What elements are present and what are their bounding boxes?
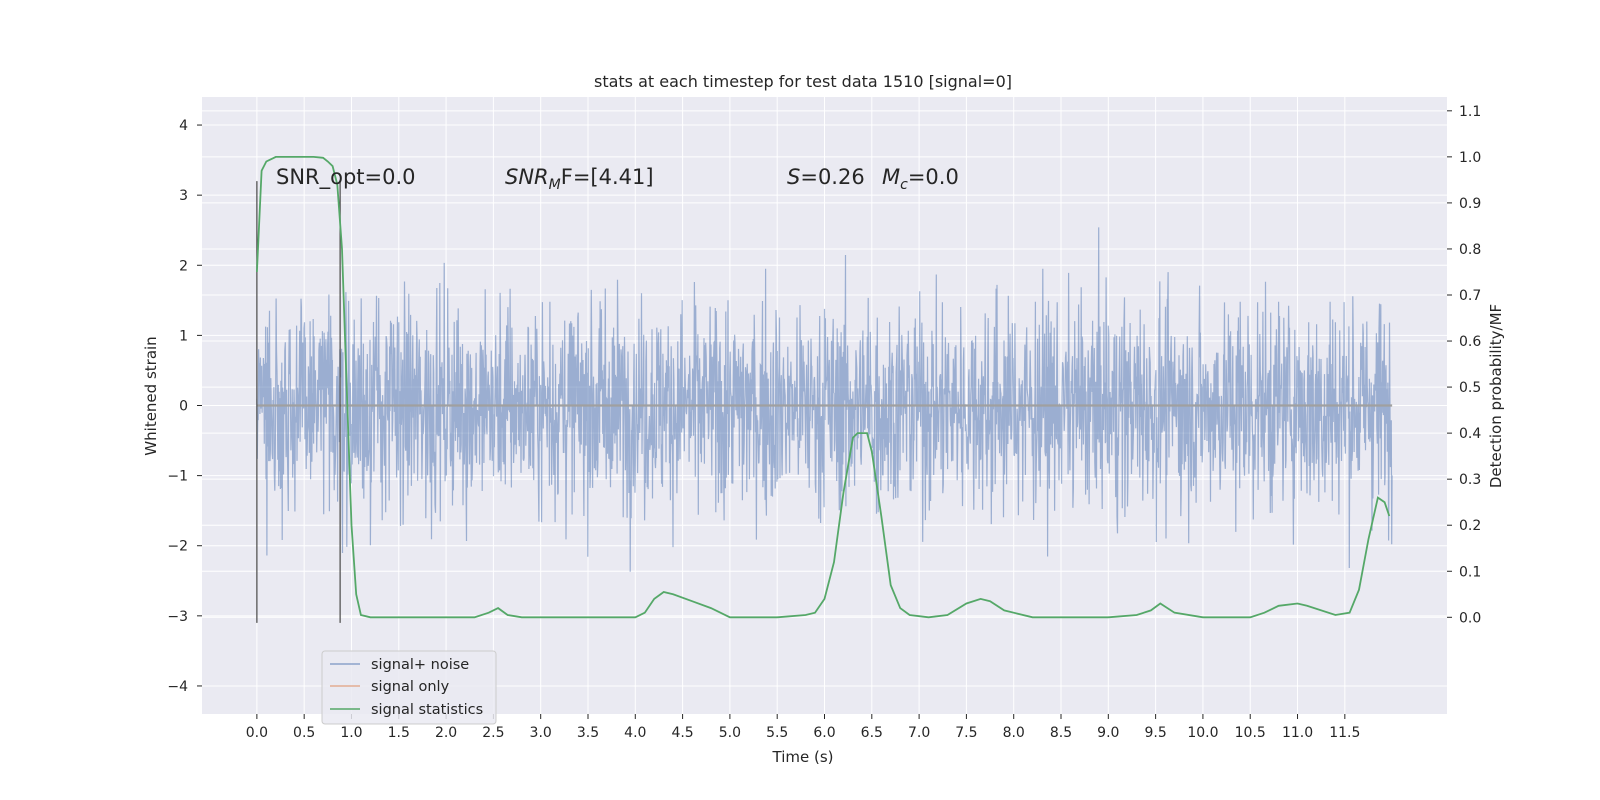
x-axis-label: Time (s) <box>772 748 834 766</box>
x-tick-label: 0.0 <box>246 725 268 741</box>
right-y-tick-label: 0.2 <box>1459 518 1481 534</box>
right-y-tick-label: 1.1 <box>1459 104 1481 120</box>
x-tick-label: 5.5 <box>766 725 788 741</box>
s-stat-value: =0.26 <box>800 165 864 189</box>
right-y-tick-label: 0.4 <box>1459 426 1481 442</box>
legend: signal+ noise signal only signal statist… <box>321 650 497 725</box>
y-tick-label: 2 <box>179 258 188 274</box>
y-tick-label: −4 <box>167 679 188 695</box>
y-tick-label: −1 <box>167 469 188 485</box>
snr-mf-value: F=[4.41] <box>561 165 654 189</box>
legend-label-signal-only: signal only <box>371 679 450 695</box>
x-tick-label: 2.0 <box>435 725 457 741</box>
snr-mf-annotation: SNRMF=[4.41] <box>505 165 654 193</box>
x-tick-label: 6.0 <box>813 725 835 741</box>
right-y-tick-label: 0.5 <box>1459 380 1481 396</box>
y-tick-label: 3 <box>179 188 188 204</box>
x-tick-label: 6.5 <box>861 725 883 741</box>
x-tick-label: 2.5 <box>482 725 504 741</box>
signal-statistics-trace <box>256 156 1391 619</box>
x-tick-label: 1.0 <box>340 725 362 741</box>
right-y-tick-label: 0.3 <box>1459 472 1481 488</box>
x-tick-label: 11.5 <box>1329 725 1360 741</box>
x-tick-label: 11.0 <box>1282 725 1313 741</box>
legend-box <box>321 650 497 725</box>
snr-mf-subscript: M <box>549 177 561 193</box>
x-tick-label: 10.0 <box>1187 725 1218 741</box>
legend-label-signal-statistics: signal statistics <box>371 702 483 718</box>
s-stat-symbol: S <box>787 165 800 189</box>
y-axis-label: Whitened strain <box>142 336 160 455</box>
x-tick-label: 3.0 <box>530 725 552 741</box>
signal-noise-series <box>256 227 1393 572</box>
right-y-tick-label: 0.0 <box>1459 610 1481 626</box>
mc-symbol: M <box>882 165 900 189</box>
x-tick-label: 5.0 <box>719 725 741 741</box>
signal-noise-trace <box>256 227 1393 572</box>
y-tick-label: 0 <box>179 399 188 415</box>
x-tick-label: 9.5 <box>1144 725 1166 741</box>
x-tick-label: 8.5 <box>1050 725 1072 741</box>
y-tick-label: −2 <box>167 539 188 555</box>
right-y-axis-label: Detection probability/MF <box>1487 304 1505 488</box>
right-y-tick-label: 1.0 <box>1459 150 1481 166</box>
tick-labels: 0.0 0.5 1.0 1.5 2.0 2.5 3.0 3.5 4.0 4.5 5.0 5.5 6.0 6… <box>167 104 1481 741</box>
x-tick-label: 3.5 <box>577 725 599 741</box>
right-y-tick-label: 0.9 <box>1459 196 1481 212</box>
mc-value: =0.0 <box>908 165 959 189</box>
x-tick-label: 8.0 <box>1003 725 1025 741</box>
snr-opt-annotation: SNR_opt=0.0 <box>276 165 416 190</box>
y-tick-label: 4 <box>179 118 188 134</box>
mc-annotation: Mc=0.0 <box>882 165 959 193</box>
x-tick-label: 4.0 <box>624 725 646 741</box>
legend-label-signal-noise: signal+ noise <box>371 657 469 673</box>
x-tick-label: 9.0 <box>1097 725 1119 741</box>
chart-title: stats at each timestep for test data 151… <box>594 72 1012 91</box>
right-y-tick-label: 0.6 <box>1459 334 1481 350</box>
s-stat-annotation: S=0.26 <box>787 165 865 189</box>
x-tick-label: 1.5 <box>388 725 410 741</box>
right-y-tick-label: 0.1 <box>1459 564 1481 580</box>
mc-subscript: c <box>900 177 908 193</box>
right-y-tick-label: 0.7 <box>1459 288 1481 304</box>
y-tick-label: 1 <box>179 328 188 344</box>
y-tick-label: −3 <box>167 609 188 625</box>
signal-statistics-series <box>256 156 1391 619</box>
snr-mf-symbol: SNR <box>505 165 549 189</box>
x-tick-label: 4.5 <box>671 725 693 741</box>
x-tick-label: 10.5 <box>1235 725 1266 741</box>
right-y-tick-label: 0.8 <box>1459 242 1481 258</box>
x-tick-label: 7.0 <box>908 725 930 741</box>
x-tick-label: 7.5 <box>955 725 977 741</box>
x-tick-label: 0.5 <box>293 725 315 741</box>
